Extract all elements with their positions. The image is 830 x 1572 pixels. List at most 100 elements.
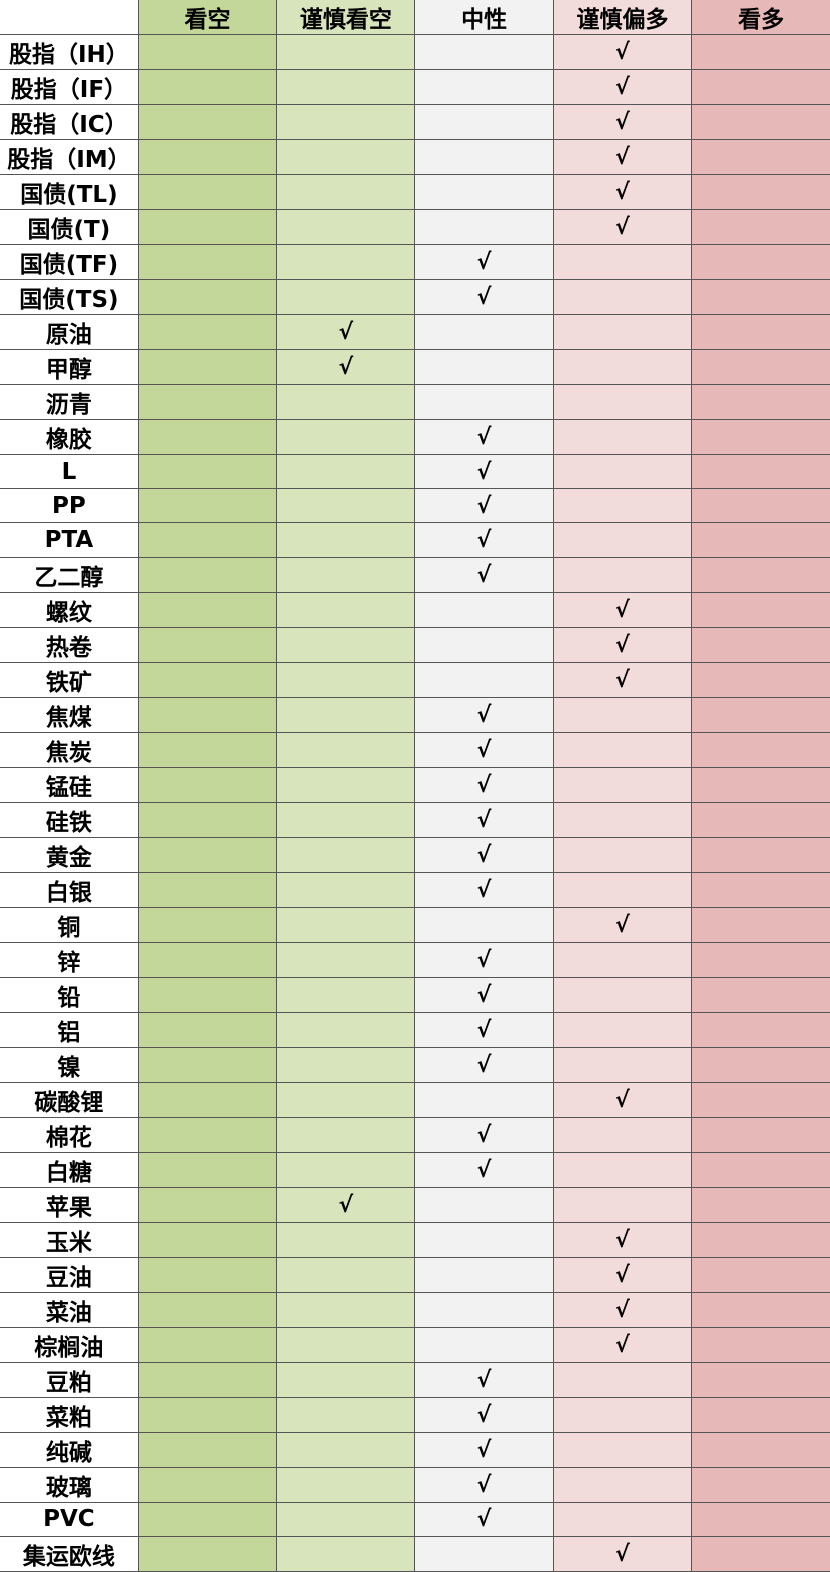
cell-neutral <box>414 906 554 943</box>
check-mark-icon: √ <box>615 597 630 623</box>
check-mark-icon: √ <box>615 215 630 240</box>
commodity-name: 焦煤 <box>0 696 139 733</box>
cell-bullish <box>691 174 830 210</box>
cell-cautious-bearish <box>276 419 416 455</box>
cell-bullish <box>691 1535 830 1572</box>
cell-cautious-bearish <box>276 836 416 873</box>
cell-bullish <box>691 1186 830 1223</box>
cell-cautious-bullish: √ <box>552 906 693 943</box>
table-row: 玻璃 √ <box>0 1466 830 1503</box>
cell-cautious-bullish <box>552 1431 693 1468</box>
table-row: 硅铁 √ <box>0 801 830 838</box>
cell-neutral <box>414 104 554 140</box>
cell-cautious-bearish <box>276 522 416 558</box>
cell-cautious-bearish: √ <box>276 314 416 350</box>
cell-bullish <box>691 766 830 803</box>
check-mark-icon: √ <box>476 425 492 450</box>
table-row: 碳酸锂 √ <box>0 1081 830 1118</box>
check-mark-icon: √ <box>476 1402 492 1428</box>
cell-cautious-bullish <box>552 522 693 558</box>
cell-cautious-bullish: √ <box>552 1081 693 1118</box>
commodity-name: 国债(TS) <box>0 279 139 315</box>
commodity-name: 甲醇 <box>0 349 139 385</box>
cell-cautious-bullish <box>552 556 693 593</box>
cell-cautious-bearish <box>276 488 416 524</box>
table-row: 股指（IM） √ <box>0 139 830 175</box>
cell-bullish <box>691 801 830 838</box>
cell-cautious-bullish <box>552 1396 693 1433</box>
cell-bullish <box>691 34 830 70</box>
cell-bearish <box>137 174 278 210</box>
cell-bearish <box>137 591 278 628</box>
check-mark-icon: √ <box>615 667 630 693</box>
cell-cautious-bullish <box>552 1361 693 1398</box>
header-cautious-bullish: 谨慎偏多 <box>552 0 693 35</box>
cell-cautious-bullish: √ <box>552 69 693 105</box>
cell-neutral <box>414 174 554 210</box>
cell-neutral <box>414 69 554 105</box>
check-mark-icon: √ <box>476 1367 492 1393</box>
check-mark-icon: √ <box>476 459 492 485</box>
table-row: 甲醇 √ <box>0 349 830 385</box>
table-row: 锌 √ <box>0 941 830 978</box>
cell-neutral: √ <box>414 1151 554 1188</box>
cell-bullish <box>691 1221 830 1258</box>
cell-bullish <box>691 419 830 455</box>
table-row: 豆油 √ <box>0 1256 830 1293</box>
check-mark-icon: √ <box>476 562 492 588</box>
check-mark-icon: √ <box>615 40 630 65</box>
cell-bullish <box>691 976 830 1013</box>
table-row: 铅 √ <box>0 976 830 1013</box>
cell-bearish <box>137 314 278 350</box>
cell-bullish <box>691 871 830 908</box>
cell-bullish <box>691 1361 830 1398</box>
cell-bearish <box>137 626 278 663</box>
cell-bullish <box>691 1431 830 1468</box>
check-mark-icon: √ <box>476 1157 492 1183</box>
check-mark-icon: √ <box>615 912 630 938</box>
commodity-name: 股指（IC） <box>0 104 139 140</box>
cell-cautious-bearish <box>276 1396 416 1433</box>
commodity-name: PTA <box>0 522 139 558</box>
table-row: 焦炭 √ <box>0 731 830 768</box>
cell-cautious-bullish <box>552 976 693 1013</box>
cell-bearish <box>137 209 278 245</box>
table-row: 铁矿 √ <box>0 661 830 698</box>
cell-neutral <box>414 314 554 350</box>
header-row: 看空 谨慎看空 中性 谨慎偏多 看多 <box>0 0 830 35</box>
cell-bullish <box>691 209 830 245</box>
commodity-name: 乙二醇 <box>0 556 139 593</box>
cell-bullish <box>691 1256 830 1293</box>
check-mark-icon: √ <box>615 632 630 658</box>
table-row: 股指（IC） √ <box>0 104 830 140</box>
cell-bearish <box>137 556 278 593</box>
table-row: 集运欧线 √ <box>0 1535 830 1572</box>
cell-bearish <box>137 244 278 280</box>
cell-cautious-bearish <box>276 1011 416 1048</box>
cell-neutral: √ <box>414 419 554 455</box>
cell-neutral <box>414 591 554 628</box>
check-mark-icon: √ <box>338 1192 354 1218</box>
cell-cautious-bearish <box>276 34 416 70</box>
cell-bearish <box>137 419 278 455</box>
commodity-name: 原油 <box>0 314 139 350</box>
table-row: PVC √ <box>0 1501 830 1537</box>
cell-bullish <box>691 1466 830 1503</box>
cell-neutral: √ <box>414 522 554 558</box>
cell-cautious-bullish: √ <box>552 626 693 663</box>
cell-cautious-bearish <box>276 731 416 768</box>
cell-neutral: √ <box>414 941 554 978</box>
cell-neutral <box>414 1186 554 1223</box>
cell-cautious-bearish <box>276 1291 416 1328</box>
cell-bullish <box>691 626 830 663</box>
cell-cautious-bearish <box>276 1151 416 1188</box>
check-mark-icon: √ <box>476 982 492 1008</box>
table-row: 玉米 √ <box>0 1221 830 1258</box>
cell-bullish <box>691 941 830 978</box>
cell-cautious-bullish <box>552 801 693 838</box>
cell-bullish <box>691 1291 830 1328</box>
cell-bullish <box>691 661 830 698</box>
cell-cautious-bullish <box>552 731 693 768</box>
cell-bearish <box>137 453 278 490</box>
